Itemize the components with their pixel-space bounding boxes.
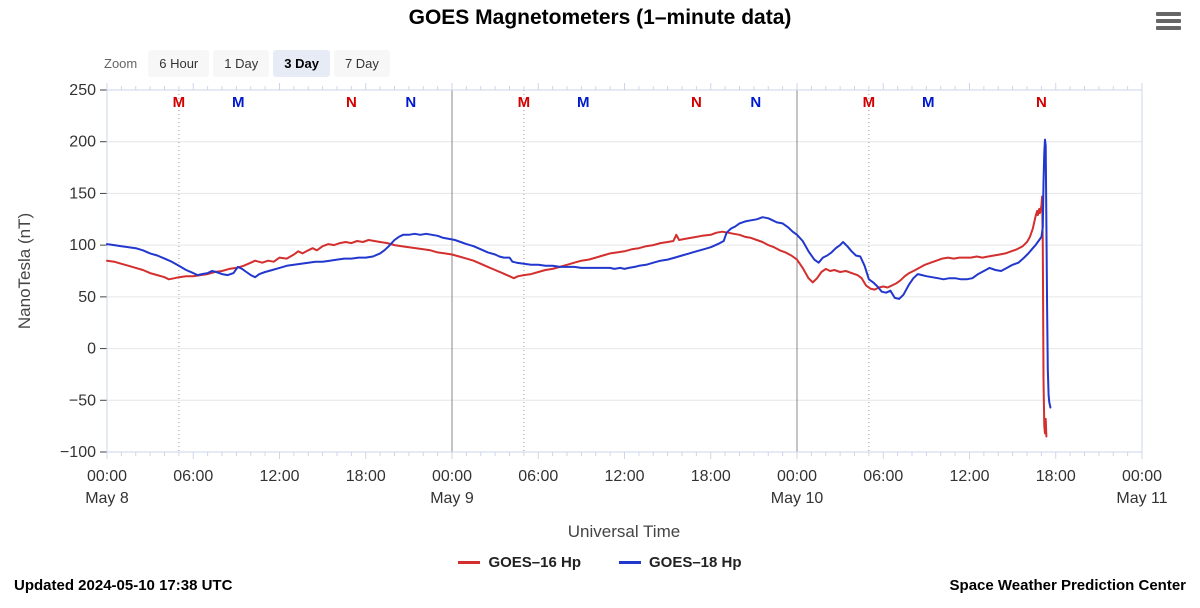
zoom-button-3-day[interactable]: 3 Day <box>273 49 330 77</box>
legend-line-swatch <box>619 561 641 564</box>
y-tick-label: 150 <box>69 185 96 202</box>
zoom-button-7-day[interactable]: 7 Day <box>333 49 390 77</box>
plot-area[interactable] <box>107 90 1142 452</box>
x-tick-date-label: May 8 <box>85 490 129 507</box>
y-tick-label: −50 <box>69 392 96 409</box>
hamburger-icon <box>1156 19 1181 23</box>
y-tick-label: 50 <box>78 289 96 306</box>
chart-title: GOES Magnetometers (1–minute data) <box>408 6 792 29</box>
y-axis-title: NanoTesla (nT) <box>15 213 34 329</box>
series-line-goes-18-hp <box>106 138 1052 409</box>
hamburger-icon <box>1156 12 1181 16</box>
zoom-label: Zoom <box>104 55 138 71</box>
legend-label: GOES–16 Hp <box>488 554 581 571</box>
sat-marker-n-goes-18: N <box>750 94 761 111</box>
zoom-controls: Zoom 6 Hour 1 Day 3 Day 7 Day <box>104 49 394 77</box>
x-tick-label: 12:00 <box>259 468 299 485</box>
zoom-button-1-day[interactable]: 1 Day <box>213 49 270 77</box>
x-tick-label: 12:00 <box>949 468 989 485</box>
legend-label: GOES–18 Hp <box>649 554 742 571</box>
sat-marker-n-goes-16: N <box>691 94 702 111</box>
x-tick-label: 18:00 <box>346 468 386 485</box>
sat-marker-m-goes-16: M <box>173 94 186 111</box>
zoom-button-group: 6 Hour 1 Day 3 Day 7 Day <box>148 49 394 77</box>
sat-marker-m-goes-16: M <box>863 94 876 111</box>
x-tick-label: 06:00 <box>173 468 213 485</box>
x-tick-label: 00:00 <box>87 468 127 485</box>
y-tick-label: −100 <box>60 444 96 461</box>
hamburger-icon <box>1156 26 1181 30</box>
hamburger-menu-button[interactable] <box>1156 12 1183 32</box>
x-axis-title: Universal Time <box>568 522 680 541</box>
legend-line-swatch <box>458 561 481 564</box>
legend: GOES–16 Hp GOES–18 Hp <box>0 554 1200 571</box>
y-tick-label: 100 <box>69 237 96 254</box>
sat-marker-m-goes-18: M <box>577 94 590 111</box>
x-tick-date-label: May 9 <box>430 490 474 507</box>
legend-item-goes-18-hp[interactable]: GOES–18 Hp <box>619 554 742 571</box>
sat-marker-m-goes-16: M <box>518 94 531 111</box>
sat-marker-m-goes-18: M <box>922 94 935 111</box>
x-tick-label: 18:00 <box>1036 468 1076 485</box>
x-tick-date-label: May 11 <box>1116 490 1167 507</box>
y-tick-label: 0 <box>87 341 96 358</box>
x-tick-label: 06:00 <box>518 468 558 485</box>
series-line-goes-16-hp <box>106 195 1048 438</box>
x-tick-label: 00:00 <box>777 468 817 485</box>
zoom-button-6-hour[interactable]: 6 Hour <box>148 49 210 77</box>
plot-border <box>106 89 1143 453</box>
y-tick-label: 200 <box>69 134 96 151</box>
sat-marker-n-goes-18: N <box>405 94 416 111</box>
x-tick-label: 12:00 <box>604 468 644 485</box>
swpc-credit: Space Weather Prediction Center <box>949 577 1186 594</box>
x-tick-label: 18:00 <box>691 468 731 485</box>
updated-timestamp: Updated 2024-05-10 17:38 UTC <box>14 577 233 594</box>
sat-marker-n-goes-16: N <box>346 94 357 111</box>
sat-marker-n-goes-16: N <box>1036 94 1047 111</box>
sat-marker-m-goes-18: M <box>232 94 245 111</box>
x-tick-label: 00:00 <box>432 468 472 485</box>
legend-item-goes-16-hp[interactable]: GOES–16 Hp <box>458 554 581 571</box>
y-tick-label: 250 <box>69 82 96 99</box>
x-tick-label: 06:00 <box>863 468 903 485</box>
x-tick-label: 00:00 <box>1122 468 1162 485</box>
x-tick-date-label: May 10 <box>771 490 824 507</box>
